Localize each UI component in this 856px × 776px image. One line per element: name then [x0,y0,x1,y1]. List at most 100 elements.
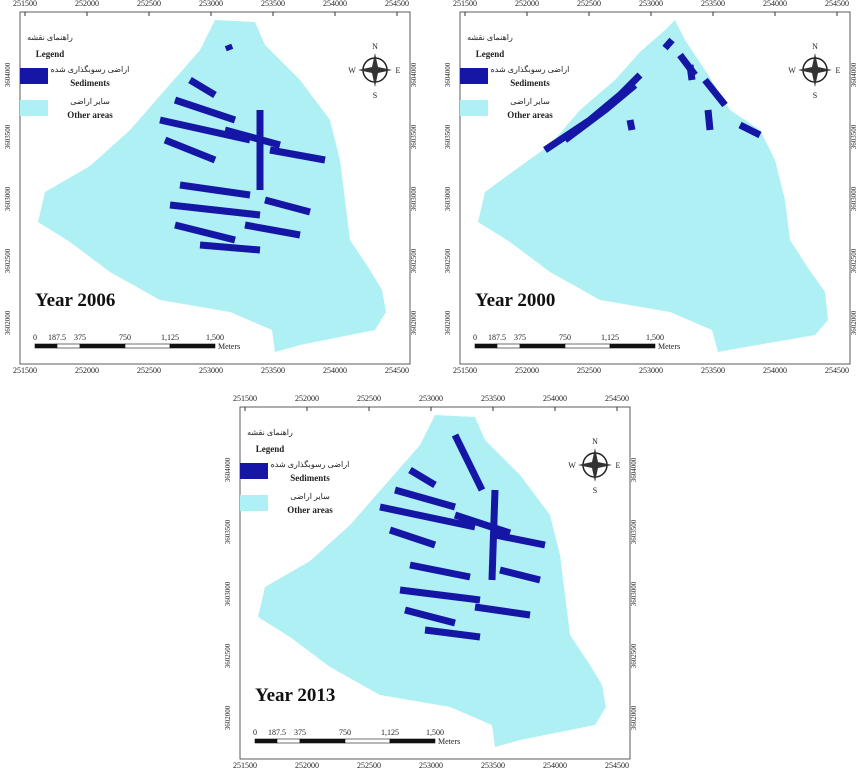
y-coordinate-label: 3603500 [630,519,638,544]
x-coordinate-label: 254500 [825,366,849,375]
legend-title-fa: راهنمای نقشه [467,33,513,42]
scale-label: 1,125 [381,728,399,737]
compass-s: S [813,91,817,100]
compass-w: W [348,66,356,75]
y-coordinate-label: 3603500 [224,519,232,544]
sediment-area [224,43,234,52]
x-coordinate-label: 251500 [13,366,37,375]
sediment-area [686,64,696,81]
map-title: Year 2006 [35,290,115,311]
y-coordinate-label: 3604000 [850,62,856,87]
y-coordinate-label: 3602000 [224,705,232,730]
x-coordinate-label: 252000 [75,0,99,8]
legend-label-fa: اراضی رسوبگذاری شده [271,459,350,469]
sediment-area [702,77,728,108]
compass-n: N [812,42,818,51]
sediment-area [224,126,281,149]
sediment-area [474,603,531,619]
y-coordinate-label: 3603500 [4,124,12,149]
x-coordinate-label: 252000 [295,394,319,403]
other-areas-region [478,20,828,352]
compass-w: W [568,461,576,470]
compass-star [578,448,612,482]
x-coordinate-label: 254000 [763,0,787,8]
scale-label: 750 [339,728,351,737]
sediment-area [179,181,251,199]
y-coordinate-label: 3602500 [850,248,856,273]
legend-label-fa: سایر اراضی [510,97,550,106]
scale-label: 1,500 [206,333,224,342]
x-coordinate-label: 254500 [605,761,629,770]
scale-label: 750 [559,333,571,342]
legend-title: Legend [36,49,65,59]
scale-label: 0 [473,333,477,342]
other-areas-region [258,415,606,747]
scale-segment [564,343,611,349]
legend-swatch [460,100,488,116]
x-coordinate-label: 251500 [233,761,257,770]
x-coordinate-label: 253500 [481,394,505,403]
scale-label: 375 [514,333,526,342]
scale-segment [299,738,346,744]
sediment-area [188,76,217,99]
y-coordinate-label: 3603000 [224,581,232,606]
y-coordinate-label: 3604000 [4,62,12,87]
x-coordinate-label: 254000 [763,366,787,375]
y-coordinate-label: 3602000 [444,310,452,335]
other-areas-region [38,20,386,352]
legend-label-fa: سایر اراضی [70,97,110,106]
x-coordinate-label: 252500 [137,366,161,375]
sediment-area [264,196,311,216]
compass-w: W [788,66,796,75]
scale-label: 1,125 [601,333,619,342]
sediment-area [404,606,456,627]
x-coordinate-label: 254000 [323,0,347,8]
sediment-area [562,82,638,143]
legend-title-fa: راهنمای نقشه [247,428,293,437]
sediment-area [453,511,512,537]
compass-star [358,53,392,87]
x-coordinate-label: 253000 [419,394,443,403]
legend-swatch [20,100,48,116]
x-coordinate-label: 251500 [453,366,477,375]
x-coordinate-label: 253500 [701,366,725,375]
y-coordinate-label: 3603000 [444,186,452,211]
y-coordinate-label: 3602000 [4,310,12,335]
scale-segment [254,738,278,744]
legend-label: Other areas [67,110,113,120]
compass-e: E [616,461,621,470]
scale-unit: Meters [218,342,240,351]
x-coordinate-label: 251500 [453,0,477,8]
sediment-area [394,486,456,511]
y-coordinate-label: 3603000 [850,186,856,211]
x-coordinate-label: 253500 [261,0,285,8]
sediment-area [388,526,437,549]
x-coordinate-label: 251500 [233,394,257,403]
map-title: Year 2000 [475,290,555,311]
scale-label: 187.5 [48,333,66,342]
y-coordinate-label: 3602000 [410,310,418,335]
x-coordinate-label: 254500 [605,394,629,403]
y-coordinate-label: 3604000 [410,62,418,87]
compass-e: E [396,66,401,75]
scale-label: 1,500 [646,333,664,342]
scale-segment [609,343,656,349]
legend-label-fa: سایر اراضی [290,492,330,501]
scale-unit: Meters [438,737,460,746]
legend-label: Other areas [287,505,333,515]
legend-title: Legend [256,444,285,454]
y-coordinate-label: 3602000 [850,310,856,335]
x-coordinate-label: 252500 [357,394,381,403]
legend-swatch [20,68,48,84]
legend-swatch [460,68,488,84]
y-coordinate-label: 3603000 [4,186,12,211]
legend-title: Legend [476,49,505,59]
scale-label: 0 [253,728,257,737]
x-coordinate-label: 254500 [385,366,409,375]
x-coordinate-label: 252500 [357,761,381,770]
sediment-area [399,586,481,604]
scale-segment [389,738,436,744]
scale-label: 0 [33,333,37,342]
compass-s: S [593,486,597,495]
